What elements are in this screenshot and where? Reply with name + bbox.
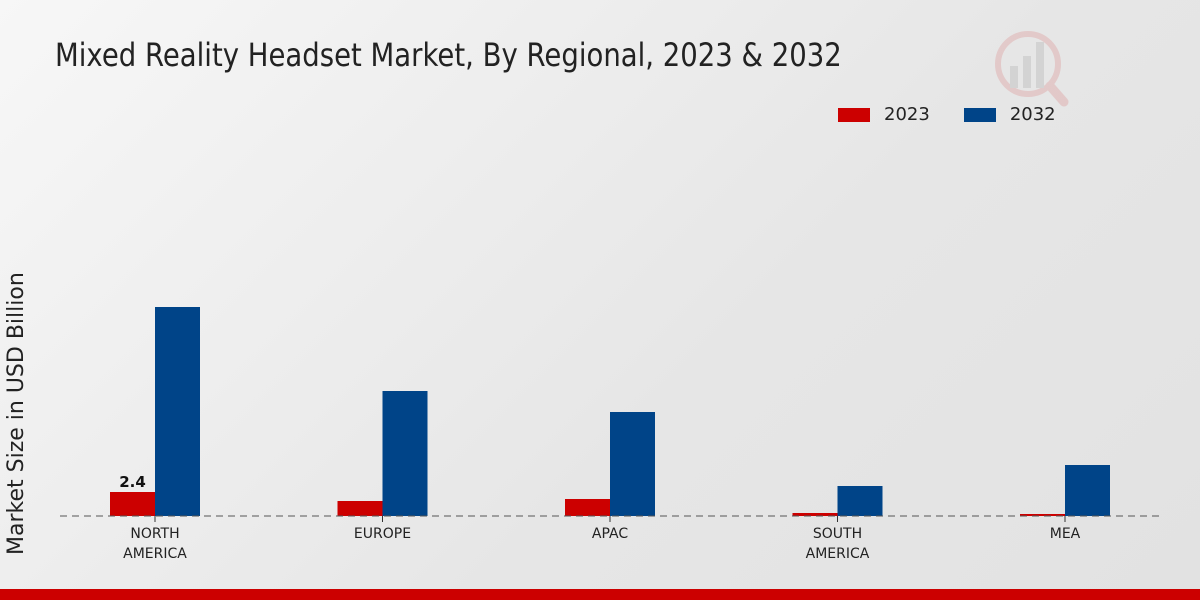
x-tick-label: AMERICA <box>806 546 870 562</box>
legend-item-2023: 2023 <box>838 104 930 125</box>
legend-swatch-2023 <box>838 107 870 122</box>
x-tick-label: NORTH <box>130 526 179 542</box>
bar-2023-north-america <box>110 492 155 516</box>
bar-2032-mea <box>1065 465 1110 516</box>
data-label: 2.4 <box>119 473 146 491</box>
bar-2023-apac <box>565 499 610 516</box>
legend-label-2032: 2032 <box>1009 104 1056 125</box>
bar-2032-north-america <box>155 307 200 516</box>
bar-2032-apac <box>610 412 655 516</box>
footer-accent-bar <box>0 589 1200 600</box>
legend: 2023 2032 <box>838 104 1056 125</box>
legend-swatch-2032 <box>963 107 996 122</box>
bar-2023-mea <box>1020 514 1065 516</box>
legend-item-2032: 2032 <box>963 104 1056 125</box>
bar-2032-south-america <box>837 486 883 516</box>
watermark-logo <box>995 31 1069 107</box>
bar-2023-europe <box>337 501 383 516</box>
x-tick-label: APAC <box>592 526 628 542</box>
chart-title: Mixed Reality Headset Market, By Regiona… <box>55 36 842 74</box>
x-tick-label: AMERICA <box>123 546 187 562</box>
x-tick-label: EUROPE <box>354 526 411 542</box>
x-tick-label: MEA <box>1050 526 1081 542</box>
legend-label-2023: 2023 <box>884 104 930 125</box>
bar-2032-europe <box>382 391 428 516</box>
bar-2023-south-america <box>792 513 838 516</box>
x-tick-label: SOUTH <box>813 526 862 542</box>
